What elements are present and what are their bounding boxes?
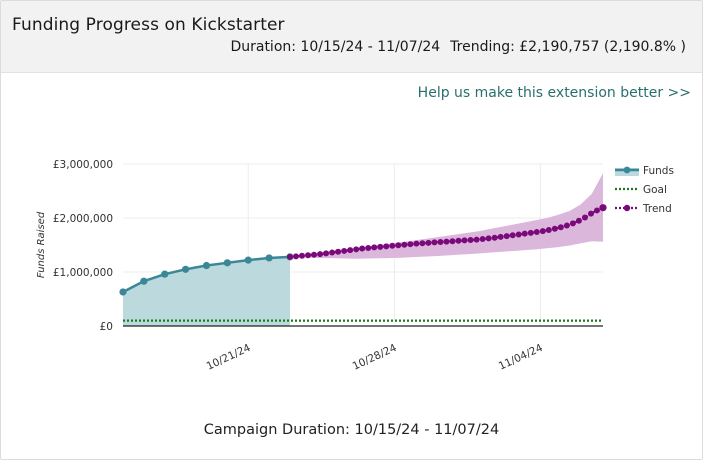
trend-point: [443, 238, 450, 245]
trend-point: [479, 236, 486, 243]
trend-point: [341, 247, 348, 254]
trend-point: [377, 243, 384, 250]
trend-point: [539, 228, 546, 235]
trend-confidence-band: [289, 173, 603, 259]
trend-point: [389, 242, 396, 249]
help-feedback-link[interactable]: Help us make this extension better >>: [417, 85, 691, 101]
trend-point: [545, 226, 552, 233]
trend-point: [419, 240, 426, 247]
trend-point: [497, 233, 504, 240]
funds-point: [182, 265, 190, 273]
trend-point: [485, 235, 492, 242]
trend-point: [491, 234, 498, 241]
legend-trend-label: Trend: [642, 203, 672, 215]
trend-point: [311, 251, 318, 258]
trend-point: [587, 210, 594, 217]
trend-point: [329, 249, 336, 256]
trend-point: [305, 252, 312, 259]
trend-point: [599, 204, 607, 212]
trend-point: [347, 247, 354, 254]
trend-point: [425, 239, 432, 246]
y-tick-label: £2,000,000: [53, 213, 113, 225]
funds-point: [223, 259, 231, 267]
y-tick-label: £1,000,000: [53, 267, 113, 279]
trend-point: [581, 214, 588, 221]
trend-point: [437, 239, 444, 246]
page-title: Funding Progress on Kickstarter: [12, 15, 285, 35]
funds-point: [202, 261, 211, 270]
x-tick-label: 10/21/24: [205, 342, 253, 373]
trend-point: [575, 217, 582, 224]
trend-point: [509, 232, 516, 239]
trend-point: [317, 251, 324, 258]
x-tick-label: 10/28/24: [351, 342, 399, 373]
y-tick-label: £3,000,000: [53, 159, 113, 171]
trend-point: [353, 246, 360, 253]
trend-point: [365, 244, 372, 251]
trend-point: [461, 237, 468, 244]
duration-text: Duration: 10/15/24 - 11/07/24: [230, 39, 441, 55]
trending-text: Trending: £2,190,757 (2,190.8% ): [450, 39, 686, 55]
trend-point: [359, 245, 366, 252]
trend-point: [563, 222, 570, 229]
funds-point: [244, 256, 252, 264]
trend-point: [533, 229, 540, 236]
trend-point: [431, 239, 438, 246]
trend-point: [503, 233, 510, 240]
trend-point: [515, 231, 522, 238]
trend-point: [323, 250, 330, 257]
trend-point: [298, 252, 305, 259]
trend-point: [467, 236, 474, 243]
trend-point: [569, 220, 576, 227]
trend-point: [395, 242, 402, 249]
campaign-duration-caption: Campaign Duration: 10/15/24 - 11/07/24: [203, 422, 500, 438]
trend-point: [551, 225, 558, 232]
trend-point: [371, 244, 378, 251]
funds-point: [265, 254, 273, 262]
trend-point: [292, 253, 299, 260]
trend-point: [521, 230, 528, 237]
legend-trend-marker: [623, 204, 631, 212]
trend-point: [593, 207, 600, 214]
legend-funds-marker: [623, 166, 631, 174]
trend-point: [473, 236, 480, 243]
funds-point: [161, 270, 169, 278]
trend-point: [401, 241, 408, 248]
trend-point: [413, 240, 420, 247]
trend-point: [557, 224, 564, 231]
trend-point: [286, 253, 293, 260]
y-tick-label: £0: [100, 321, 113, 333]
trend-point: [383, 243, 390, 250]
y-axis-title: Funds Raised: [36, 211, 47, 278]
trend-point: [335, 248, 342, 255]
trend-point: [407, 241, 414, 248]
trend-point: [449, 238, 456, 245]
header-subtitle: Duration: 10/15/24 - 11/07/24 Trending: £…: [230, 39, 686, 55]
widget-header: Funding Progress on Kickstarter Duration…: [1, 1, 702, 73]
legend-goal-label: Goal: [643, 184, 667, 196]
funds-point: [119, 288, 127, 296]
trend-point: [455, 237, 462, 244]
x-tick-label: 11/04/24: [497, 342, 545, 373]
chart-legend: Funds Goal Trend: [615, 165, 674, 215]
legend-funds-label: Funds: [643, 165, 674, 177]
trend-point: [527, 229, 534, 236]
funds-point: [140, 277, 148, 285]
